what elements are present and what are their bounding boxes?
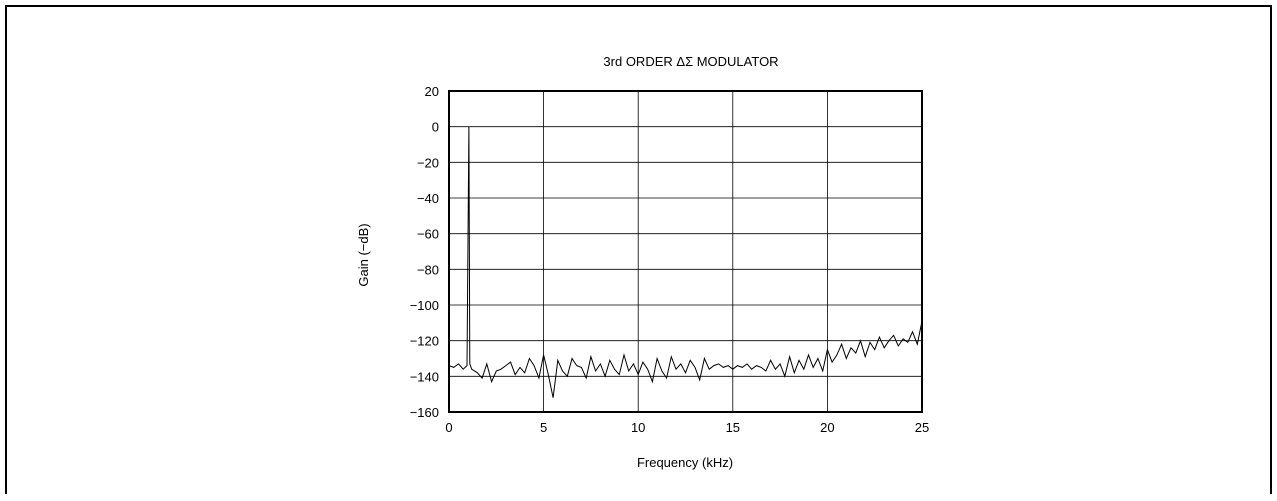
grid-lines — [449, 91, 922, 412]
y-tick-label: −20 — [417, 155, 439, 170]
y-tick-label: 20 — [425, 84, 439, 99]
y-tick-label: −120 — [410, 334, 439, 349]
y-tick-label: −140 — [410, 369, 439, 384]
tick-labels: 0 5 10 15 20 25 20 0 −20 −40 −60 −80 −100 −120 −140 −16… — [410, 84, 930, 435]
x-tick-label: 0 — [445, 420, 452, 435]
y-tick-label: −80 — [417, 262, 439, 277]
series-layer — [448, 126, 923, 398]
x-tick-label: 20 — [820, 420, 834, 435]
chart-frame: 3rd ORDER ΔΣ MODULATOR Gain (−dB) Freque… — [5, 5, 1272, 494]
y-axis-label: Gain (−dB) — [356, 223, 371, 286]
x-tick-label: 15 — [726, 420, 740, 435]
series-line — [448, 126, 923, 398]
y-tick-label: −160 — [410, 405, 439, 420]
y-tick-label: 0 — [432, 120, 439, 135]
x-tick-label: 5 — [540, 420, 547, 435]
y-tick-label: −60 — [417, 227, 439, 242]
y-tick-label: −40 — [417, 191, 439, 206]
x-axis-label: Frequency (kHz) — [637, 455, 733, 470]
y-tick-label: −100 — [410, 298, 439, 313]
x-tick-label: 10 — [631, 420, 645, 435]
chart-title: 3rd ORDER ΔΣ MODULATOR — [603, 54, 778, 69]
plot-area-border — [448, 90, 923, 413]
x-tick-label: 25 — [915, 420, 929, 435]
chart: 3rd ORDER ΔΣ MODULATOR Gain (−dB) Freque… — [356, 54, 930, 470]
